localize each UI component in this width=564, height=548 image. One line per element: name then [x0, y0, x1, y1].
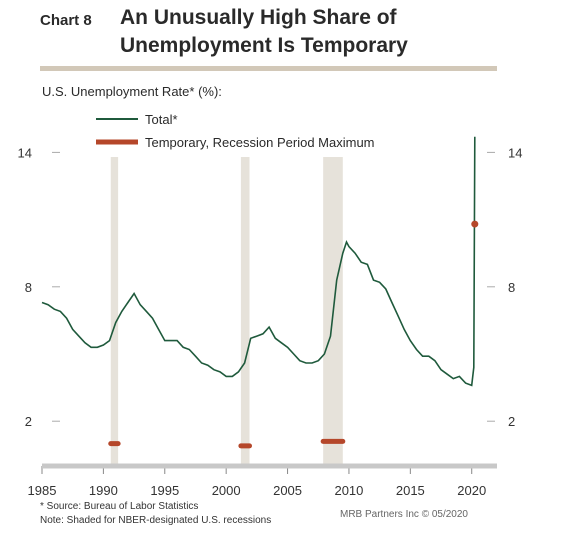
recession-band-2: [240, 157, 250, 466]
y-axis-label: U.S. Unemployment Rate* (%):: [42, 84, 222, 99]
y-tick-label-left-8: 8: [25, 280, 32, 295]
recession-note: Note: Shaded for NBER-designated U.S. re…: [40, 515, 272, 526]
source-footnote: * Source: Bureau of Labor Statistics: [40, 501, 199, 512]
x-tick-label-2005: 2005: [273, 483, 302, 498]
x-tick-label-2010: 2010: [334, 483, 363, 498]
x-tick-label-2020: 2020: [457, 483, 486, 498]
x-tick-labels: 1985 1990 1995 2000 2005 2010 2015 2020: [28, 483, 487, 498]
legend-label-temporary: Temporary, Recession Period Maximum: [145, 135, 375, 150]
y-tick-label-right-2: 2: [508, 414, 515, 429]
y-tick-label-left-14: 14: [18, 145, 32, 160]
x-tick-label-2015: 2015: [396, 483, 425, 498]
x-tick-label-2000: 2000: [212, 483, 241, 498]
y-tick-label-right-14: 14: [508, 145, 522, 160]
y-tick-labels: 2 2 8 8 14 14: [18, 145, 523, 429]
series-line-total: [41, 136, 476, 387]
title-rule: [40, 66, 497, 71]
series-temporary: [108, 220, 479, 449]
temporary-latest-point: [471, 220, 479, 228]
legend: Total* Temporary, Recession Period Maxim…: [96, 112, 375, 150]
y-tick-label-left-2: 2: [25, 414, 32, 429]
y-tick-label-right-8: 8: [508, 280, 515, 295]
recession-band-1: [110, 157, 119, 466]
x-tick-label-1985: 1985: [28, 483, 57, 498]
legend-label-total: Total*: [145, 112, 178, 127]
axis-ticks: [41, 151, 495, 474]
chart-title-line-1: An Unusually High Share of: [120, 6, 397, 29]
credit-line: MRB Partners Inc © 05/2020: [340, 509, 468, 520]
x-tick-label-1990: 1990: [89, 483, 118, 498]
x-tick-label-1995: 1995: [150, 483, 179, 498]
chart-number: Chart 8: [40, 12, 92, 29]
chart-title-line-2: Unemployment Is Temporary: [120, 34, 408, 57]
